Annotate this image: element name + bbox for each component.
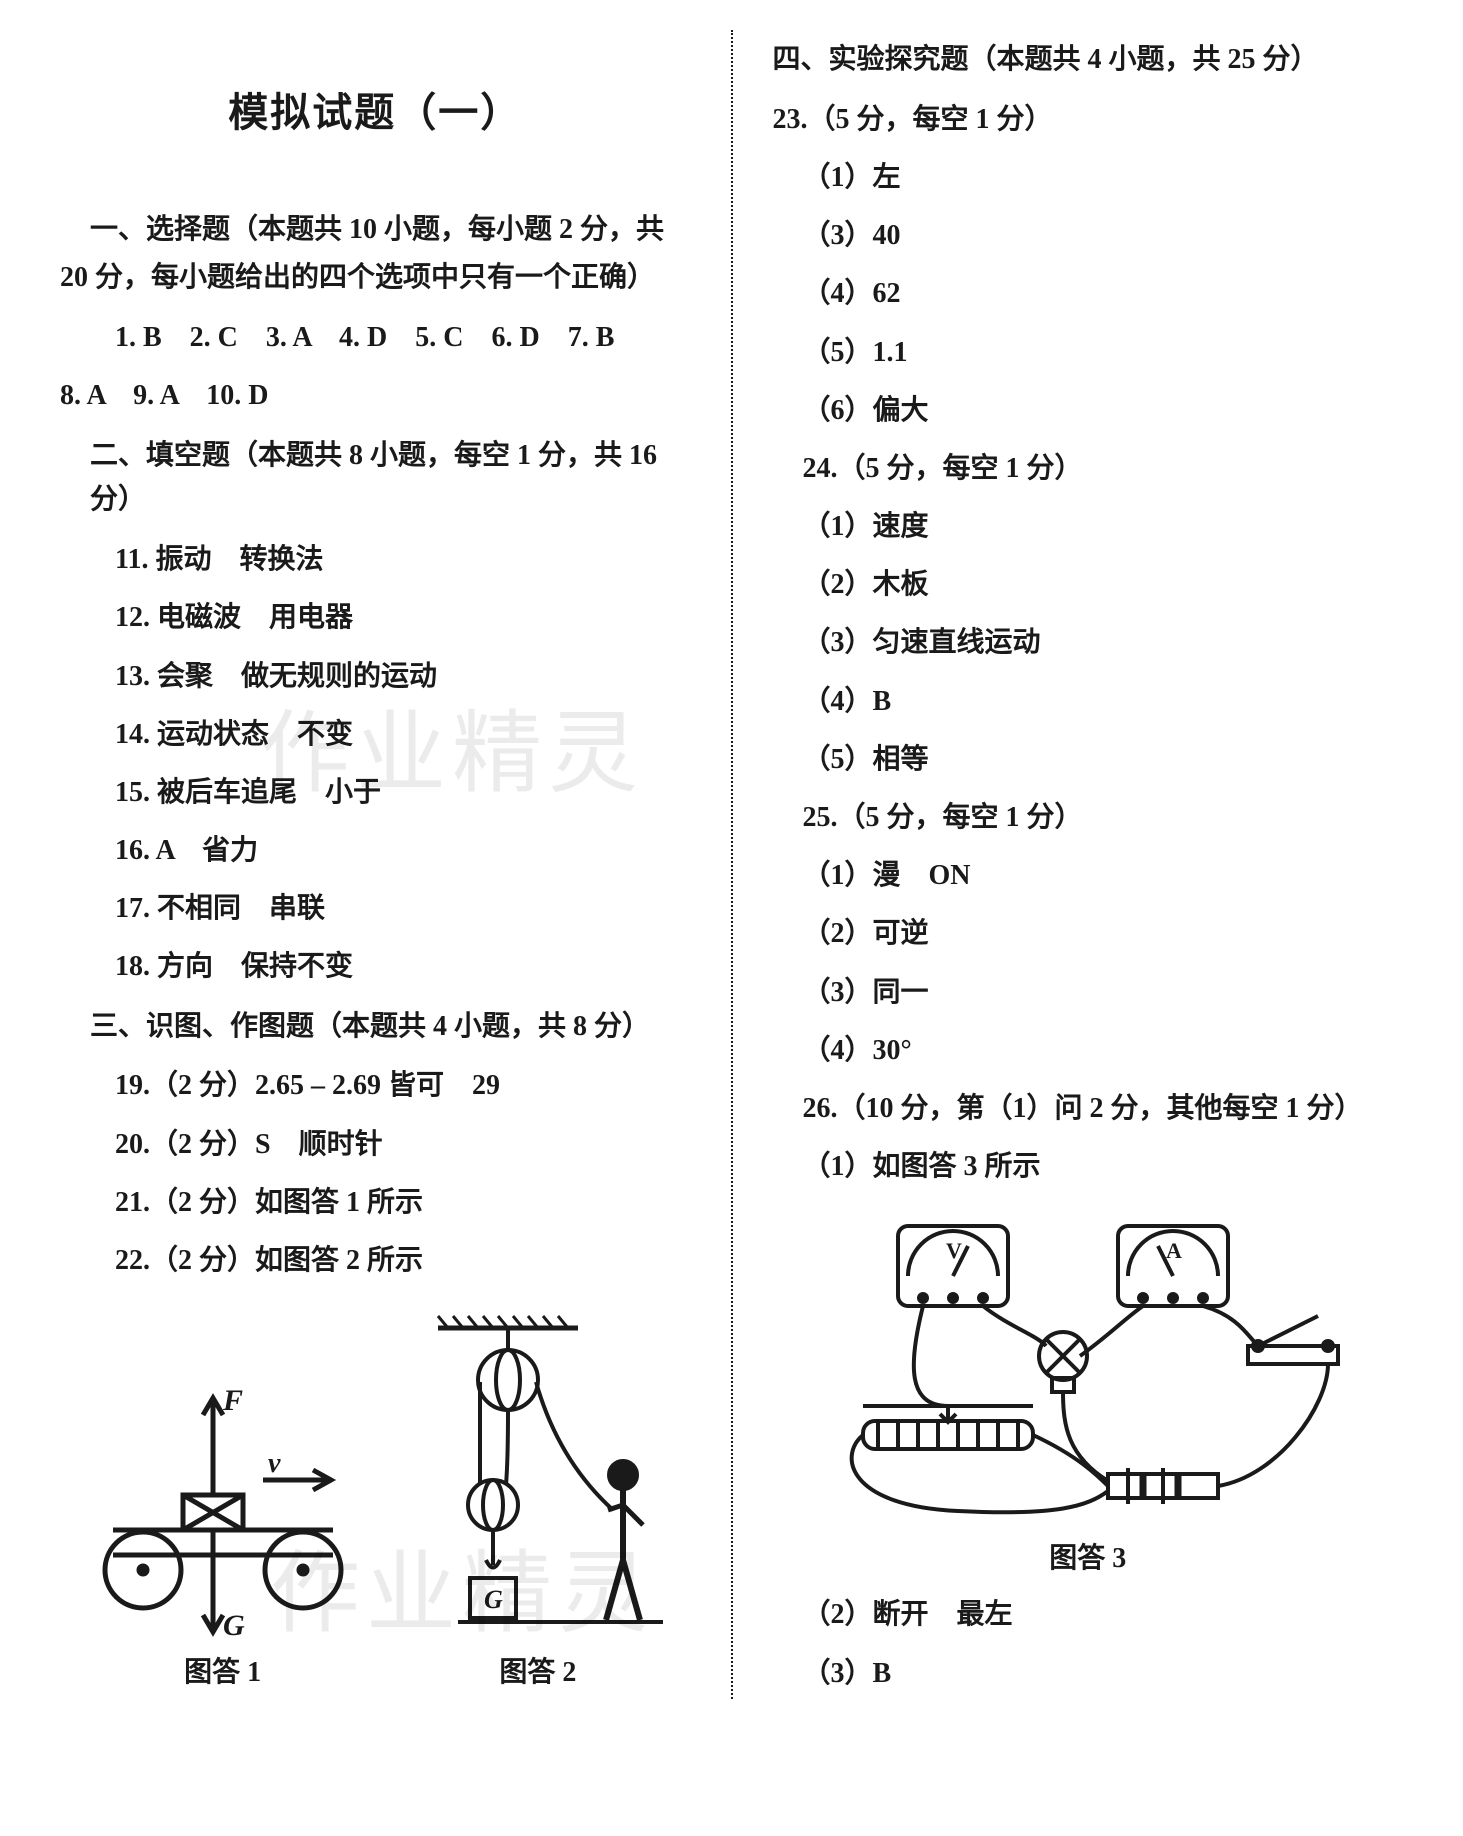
figure-1-block: F G v 图答 1 [83, 1380, 363, 1690]
answers-1-7: 1. B 2. C 3. A 4. D 5. C 6. D 7. B [115, 315, 691, 361]
section-4-head: 四、实验探究题（本题共 4 小题，共 25 分） [773, 38, 1404, 83]
q23-6: （6）偏大 [803, 388, 1404, 434]
page-title: 模拟试题（一） [60, 80, 691, 138]
q25-1: （1）漫 ON [803, 853, 1404, 899]
fig3-label-A: A [1166, 1238, 1182, 1263]
q26-2: （2）断开 最左 [803, 1592, 1404, 1638]
q12: 12. 电磁波 用电器 [115, 595, 691, 641]
q26-1: （1）如图答 3 所示 [803, 1144, 1404, 1190]
figure-1-svg: F G v [83, 1380, 363, 1640]
section-3-head: 三、识图、作图题（本题共 4 小题，共 8 分） [90, 1005, 691, 1050]
right-column: 四、实验探究题（本题共 4 小题，共 25 分） 23.（5 分，每空 1 分）… [763, 30, 1404, 1806]
fig3-label-V: V [946, 1238, 962, 1263]
q24-3: （3）匀速直线运动 [803, 620, 1404, 666]
figure-3-svg: V A [808, 1206, 1368, 1526]
q19: 19.（2 分）2.65 – 2.69 皆可 29 [115, 1063, 691, 1109]
figure-2-svg: G [408, 1310, 668, 1640]
q23-3: （3）40 [803, 213, 1404, 259]
q23-4: （4）62 [803, 271, 1404, 317]
fig2-label-G: G [484, 1585, 503, 1614]
q14: 14. 运动状态 不变 [115, 712, 691, 758]
q25-head: 25.（5 分，每空 1 分） [803, 795, 1404, 841]
answers-8-10: 8. A 9. A 10. D [60, 373, 691, 419]
q13: 13. 会聚 做无规则的运动 [115, 654, 691, 700]
q15: 15. 被后车追尾 小于 [115, 770, 691, 816]
column-divider [731, 30, 733, 1699]
q26-head: 26.（10 分，第（1）问 2 分，其他每空 1 分） [803, 1086, 1404, 1132]
q16: 16. A 省力 [115, 828, 691, 874]
q24-5: （5）相等 [803, 737, 1404, 783]
fig1-label-v: v [268, 1448, 281, 1479]
q23-head: 23.（5 分，每空 1 分） [773, 97, 1404, 143]
q22: 22.（2 分）如图答 2 所示 [115, 1238, 691, 1284]
figure-2-caption: 图答 2 [499, 1650, 576, 1690]
q18: 18. 方向 保持不变 [115, 944, 691, 990]
figure-row-left: F G v 图答 1 [60, 1310, 691, 1690]
q24-4: （4）B [803, 679, 1404, 725]
page-root: 模拟试题（一） 一、选择题（本题共 10 小题，每小题 2 分，共 20 分，每… [60, 30, 1403, 1806]
q25-2: （2）可逆 [803, 911, 1404, 957]
fig1-label-F: F [222, 1384, 243, 1417]
q21: 21.（2 分）如图答 1 所示 [115, 1180, 691, 1226]
q24-head: 24.（5 分，每空 1 分） [803, 446, 1404, 492]
fig1-label-G: G [223, 1609, 245, 1640]
section-2-head: 二、填空题（本题共 8 小题，每空 1 分，共 16 分） [90, 434, 691, 524]
section-1-head: 一、选择题（本题共 10 小题，每小题 2 分，共 20 分，每小题给出的四个选… [60, 206, 691, 301]
q24-1: （1）速度 [803, 504, 1404, 550]
q24-2: （2）木板 [803, 562, 1404, 608]
figure-3-caption: 图答 3 [1049, 1536, 1126, 1576]
q17: 17. 不相同 串联 [115, 886, 691, 932]
q23-1: （1）左 [803, 155, 1404, 201]
figure-3-block: V A 图答 3 [808, 1206, 1368, 1576]
q20: 20.（2 分）S 顺时针 [115, 1122, 691, 1168]
figure-1-caption: 图答 1 [184, 1650, 261, 1690]
q25-4: （4）30° [803, 1028, 1404, 1074]
q25-3: （3）同一 [803, 970, 1404, 1016]
q23-5: （5）1.1 [803, 330, 1404, 376]
left-column: 模拟试题（一） 一、选择题（本题共 10 小题，每小题 2 分，共 20 分，每… [60, 30, 701, 1806]
q11: 11. 振动 转换法 [115, 537, 691, 583]
q26-3: （3）B [803, 1651, 1404, 1697]
figure-2-block: G 图答 2 [408, 1310, 668, 1690]
